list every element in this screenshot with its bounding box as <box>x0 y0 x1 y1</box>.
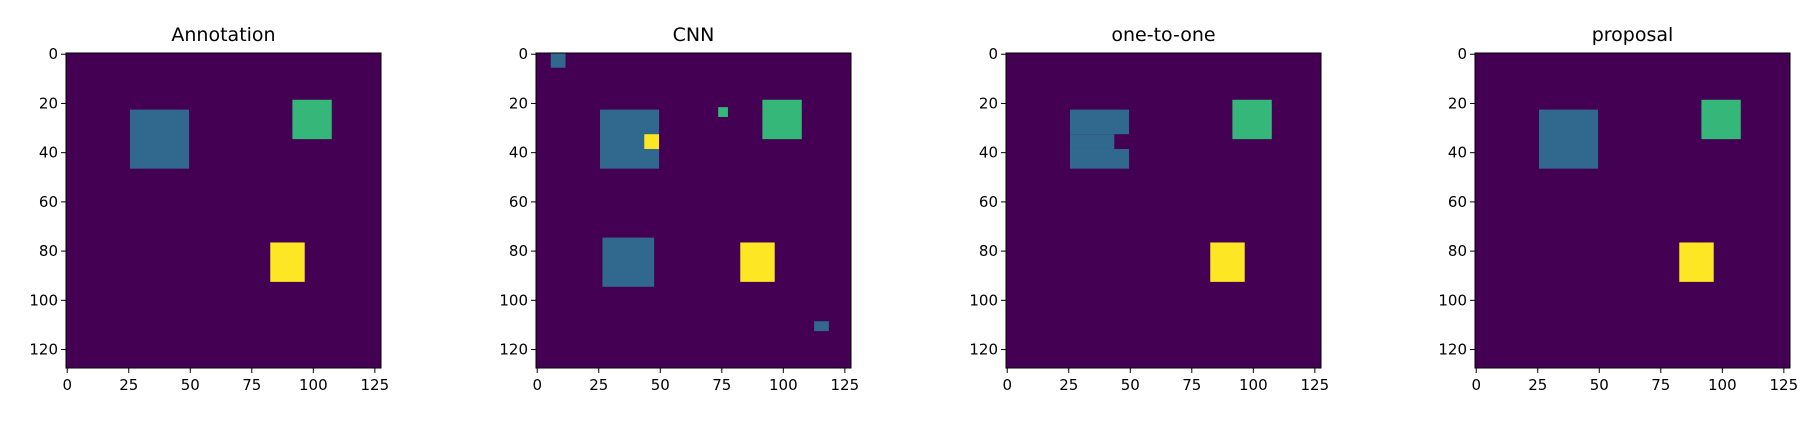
y-tick-label: 100 <box>29 291 58 309</box>
x-tick-label: 75 <box>242 376 261 394</box>
y-tick-label: 100 <box>499 291 528 309</box>
y-tick-label: 40 <box>1448 144 1467 162</box>
x-tick-label: 25 <box>1528 376 1547 394</box>
y-tick-label: 120 <box>1438 341 1467 359</box>
x-tick-label: 75 <box>1182 376 1201 394</box>
panel-3: proposal 0 25 50 75 100 125 0 20 40 60 80 100 120 <box>1438 24 1798 394</box>
panel-title: Annotation <box>171 24 275 46</box>
panel-title: one-to-one <box>1111 24 1215 46</box>
x-tick-label: 125 <box>1770 376 1799 394</box>
axes-frame <box>1474 52 1791 369</box>
y-tick-label: 100 <box>969 291 998 309</box>
y-tick-label: 0 <box>48 45 58 63</box>
y-tick-label: 80 <box>39 242 58 260</box>
y-tick-label: 100 <box>1438 291 1467 309</box>
x-tick-label: 125 <box>831 376 860 394</box>
x-tick-label: 50 <box>651 376 670 394</box>
region-class-1 <box>1069 148 1130 169</box>
image-background <box>66 53 381 368</box>
region-class-1 <box>1538 109 1599 169</box>
y-tick-label: 40 <box>979 144 998 162</box>
y-tick-label: 20 <box>509 94 528 112</box>
x-tick-label: 50 <box>181 376 200 394</box>
y-tick-label: 0 <box>1457 45 1467 63</box>
x-tick-label: 75 <box>712 376 731 394</box>
region-class-2 <box>1232 99 1272 140</box>
x-tick-label: 0 <box>1471 376 1481 394</box>
region-class-2 <box>718 107 728 117</box>
x-tick-label: 25 <box>1059 376 1078 394</box>
y-tick-label: 60 <box>979 193 998 211</box>
y-tick-label: 80 <box>1448 242 1467 260</box>
x-tick-label: 0 <box>1002 376 1012 394</box>
x-tick-label: 25 <box>589 376 608 394</box>
y-tick-label: 40 <box>39 144 58 162</box>
region-class-1 <box>550 53 566 68</box>
region-class-1 <box>1069 134 1115 149</box>
region-class-1 <box>129 109 190 169</box>
y-tick-label: 120 <box>969 341 998 359</box>
y-tick-label: 120 <box>499 341 528 359</box>
region-class-2 <box>1701 99 1741 140</box>
y-tick-label: 0 <box>988 45 998 63</box>
y-tick-label: 20 <box>1448 94 1467 112</box>
region-class-2 <box>762 99 802 140</box>
y-tick-label: 120 <box>29 341 58 359</box>
region-class-3 <box>1679 242 1714 282</box>
region-class-3 <box>644 134 660 149</box>
image-background <box>1475 53 1790 368</box>
y-tick-label: 80 <box>979 242 998 260</box>
x-tick-label: 75 <box>1651 376 1670 394</box>
region-class-1 <box>1069 109 1130 135</box>
x-tick-label: 100 <box>299 376 328 394</box>
y-tick-label: 20 <box>39 94 58 112</box>
x-tick-label: 25 <box>119 376 138 394</box>
x-tick-label: 125 <box>1301 376 1330 394</box>
y-tick-label: 60 <box>509 193 528 211</box>
image-background <box>1006 53 1321 368</box>
x-tick-label: 0 <box>532 376 542 394</box>
y-tick-label: 40 <box>509 144 528 162</box>
x-tick-label: 100 <box>769 376 798 394</box>
x-tick-label: 50 <box>1121 376 1140 394</box>
x-tick-label: 50 <box>1590 376 1609 394</box>
y-tick-label: 80 <box>509 242 528 260</box>
x-tick-label: 125 <box>361 376 390 394</box>
y-tick-label: 20 <box>979 94 998 112</box>
region-class-3 <box>740 242 775 282</box>
region-class-2 <box>292 99 332 140</box>
y-tick-label: 60 <box>39 193 58 211</box>
region-class-3 <box>270 242 305 282</box>
region-class-3 <box>1210 242 1245 282</box>
x-tick-label: 100 <box>1239 376 1268 394</box>
y-tick-label: 60 <box>1448 193 1467 211</box>
x-tick-label: 0 <box>62 376 72 394</box>
panel-0: Annotation 0 25 50 75 100 125 0 20 40 60 80 100 120 <box>29 24 389 394</box>
x-tick-label: 100 <box>1708 376 1737 394</box>
axes-frame <box>535 52 852 369</box>
panel-title: CNN <box>673 24 715 46</box>
region-class-1 <box>602 237 655 287</box>
panel-title: proposal <box>1592 24 1674 46</box>
image-background <box>536 53 851 368</box>
panel-1: CNN 0 25 50 75 100 125 0 20 40 60 80 100 120 <box>499 24 859 394</box>
panel-2: one-to-one 0 25 50 75 100 125 0 20 40 60 80 100 120 <box>969 24 1329 394</box>
region-class-1 <box>814 321 829 332</box>
axes-frame <box>65 52 382 369</box>
y-tick-label: 0 <box>518 45 528 63</box>
axes-frame <box>1005 52 1322 369</box>
